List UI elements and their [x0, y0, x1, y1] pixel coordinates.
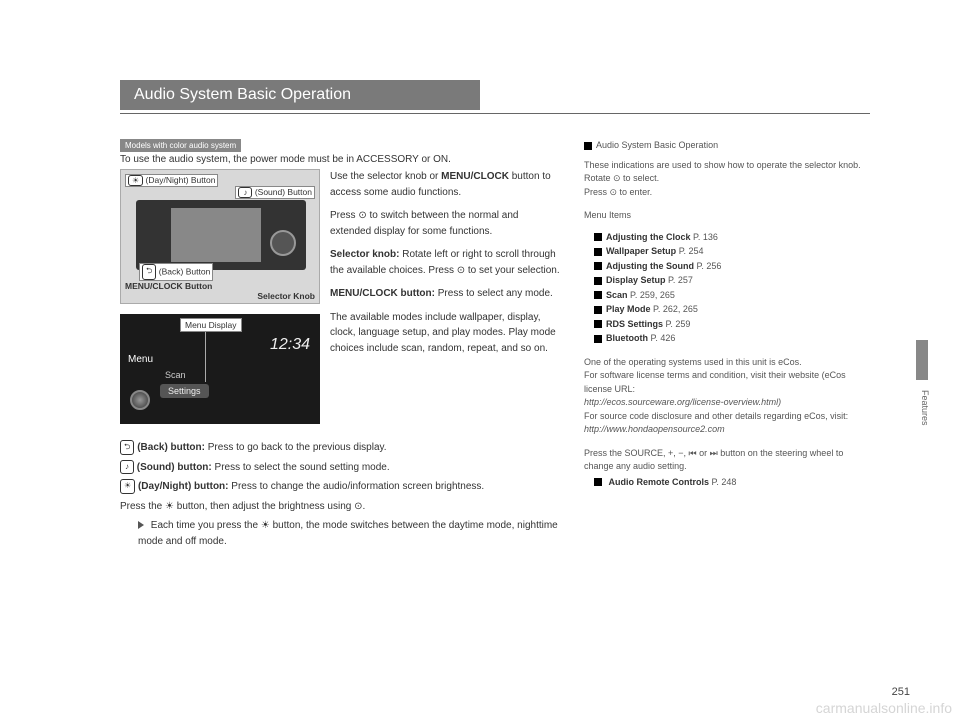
settings-item: Settings	[160, 384, 209, 398]
ref-title: Audio System Basic Operation	[584, 139, 864, 153]
scan-text: Scan	[165, 370, 186, 380]
arrow-icon	[594, 335, 602, 343]
selector-knob-icon	[270, 230, 296, 256]
section-tab	[916, 340, 928, 380]
list-item: Play Mode P. 262, 265	[594, 303, 864, 317]
back-icon: ⮌	[142, 264, 156, 280]
section-label: Features	[920, 390, 930, 426]
ecos-url: http://www.hondaopensource2.com	[584, 423, 864, 437]
audio-unit	[136, 200, 306, 270]
back-label: ⮌ (Back) Button	[139, 263, 213, 281]
list-item: Audio Remote Controls P. 248	[594, 476, 864, 490]
arrow-icon	[594, 478, 602, 486]
hardware-diagram: ☀ (Day/Night) Button ♪ (Sound) Button	[120, 169, 320, 304]
gear-icon	[130, 390, 150, 410]
sun-icon: ☀	[128, 175, 143, 186]
arrow-icon	[594, 320, 602, 328]
sound-icon: ♪	[120, 460, 134, 474]
arrow-icon	[594, 233, 602, 241]
arrow-icon	[594, 248, 602, 256]
menu-text: Menu	[128, 354, 153, 365]
menu-items-header: Menu Items	[584, 209, 864, 223]
audio-screen	[171, 208, 261, 262]
ecos-url: http://ecos.sourceware.org/license-overv…	[584, 396, 864, 410]
list-item: Adjusting the Clock P. 136	[594, 231, 864, 245]
header-rule	[120, 113, 870, 114]
arrow-icon	[594, 277, 602, 285]
list-item: RDS Settings P. 259	[594, 318, 864, 332]
list-item: Scan P. 259, 265	[594, 289, 864, 303]
intro-line: To use the audio system, the power mode …	[120, 154, 560, 165]
list-item: Adjusting the Sound P. 256	[594, 260, 864, 274]
ecos-text: For source code disclosure and other det…	[584, 410, 864, 424]
model-tag: Models with color audio system	[120, 139, 241, 152]
knob-intro: These indications are used to show how t…	[584, 159, 864, 173]
source-instruction: Press the SOURCE, +, −, ⏮ or ⏭ button on…	[584, 447, 864, 474]
sound-icon: ♪	[238, 187, 252, 198]
list-item: Display Setup P. 257	[594, 274, 864, 288]
arrow-icon	[594, 262, 602, 270]
right-column: Audio System Basic Operation These indic…	[584, 139, 864, 553]
ecos-text: One of the operating systems used in thi…	[584, 356, 864, 370]
clock-display: 12:34	[270, 336, 310, 354]
body-text: Use the selector knob or MENU/CLOCK butt…	[330, 169, 560, 432]
button-descriptions: ⮌ (Back) button: Press to go back to the…	[120, 440, 560, 549]
list-item: Wallpaper Setup P. 254	[594, 245, 864, 259]
menu-items-list: Adjusting the Clock P. 136 Wallpaper Set…	[594, 231, 864, 346]
list-item: Bluetooth P. 426	[594, 332, 864, 346]
page-number: 251	[892, 686, 910, 698]
arrow-icon	[594, 306, 602, 314]
daynight-label: ☀ (Day/Night) Button	[125, 174, 218, 187]
menuclock-label: MENU/CLOCK Button	[125, 281, 212, 291]
watermark: carmanualsonline.info	[816, 700, 952, 716]
page-title: Audio System Basic Operation	[120, 80, 480, 110]
ref-marker-icon	[584, 142, 592, 150]
press-instruction: Press ⊙ to enter.	[584, 186, 864, 200]
arrow-icon	[594, 291, 602, 299]
triangle-bullet-icon	[138, 521, 144, 529]
sound-label: ♪ (Sound) Button	[235, 186, 315, 199]
ecos-text: For software license terms and condition…	[584, 369, 864, 396]
menu-display-label: Menu Display	[180, 318, 242, 332]
left-column: Models with color audio system To use th…	[120, 139, 560, 553]
back-icon: ⮌	[120, 440, 134, 454]
menu-display-diagram: Menu Display 12:34 Menu Scan Settings	[120, 314, 320, 424]
rotate-instruction: Rotate ⊙ to select.	[584, 172, 864, 186]
sun-icon: ☀	[120, 479, 135, 493]
callout-line	[205, 332, 206, 382]
selector-label: Selector Knob	[257, 291, 315, 301]
